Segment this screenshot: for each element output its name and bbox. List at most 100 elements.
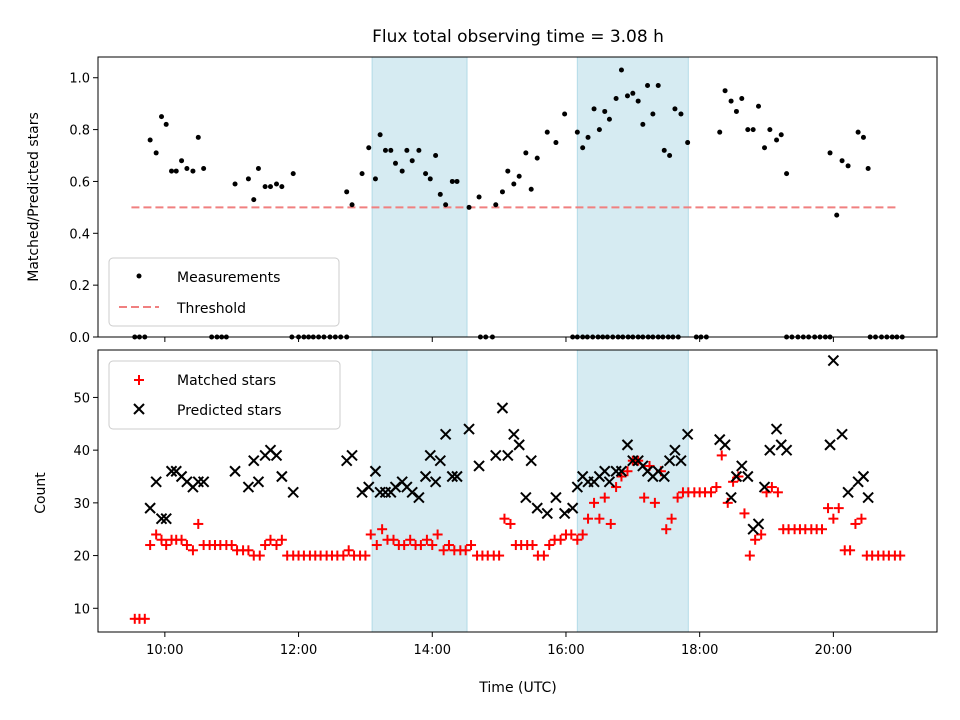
measurement-point: [505, 168, 511, 174]
predicted-star-point: [446, 470, 459, 483]
measurement-point: [377, 132, 383, 138]
predicted-star-point: [725, 491, 737, 504]
measurement-point: [685, 140, 691, 146]
bottom-legend: Matched stars Predicted stars: [108, 360, 341, 430]
measurement-point: [534, 155, 540, 161]
matched-star-point: [833, 503, 844, 514]
matched-star-point: [649, 497, 660, 508]
matched-star-point: [187, 545, 198, 556]
predicted-star-point: [621, 439, 634, 451]
predicted-star-point: [155, 512, 168, 525]
matched-star-point: [421, 534, 432, 545]
legend-label-matched: Matched stars: [177, 373, 276, 389]
predicted-star-point: [276, 470, 288, 483]
bottom-x-tick-label: 12:00: [280, 643, 317, 658]
matched-star-point: [139, 613, 150, 624]
predicted-star-point: [719, 439, 731, 451]
predicted-star-point: [496, 402, 509, 414]
measurement-point: [655, 83, 661, 89]
matched-star-point: [360, 550, 371, 561]
measurement-point: [349, 202, 355, 208]
predicted-star-point: [603, 476, 616, 488]
matched-star-point: [527, 540, 538, 551]
matched-star-point: [338, 550, 349, 561]
matched-star-point: [739, 508, 750, 519]
measurement-point: [466, 204, 472, 210]
predicted-star-point: [780, 444, 793, 456]
predicted-star-point: [490, 449, 502, 462]
measurement-point: [528, 186, 534, 192]
measurement-point: [618, 67, 624, 73]
matched-star-point: [766, 482, 777, 493]
bottom-legend-box: [108, 360, 341, 430]
predicted-star-point: [434, 454, 446, 467]
predicted-star-point: [842, 486, 854, 499]
predicted-star-point: [824, 439, 836, 451]
matched-star-point: [611, 482, 622, 493]
measurement-point: [449, 178, 455, 184]
predicted-star-point: [197, 476, 210, 488]
bottom-y-tick-label: 50: [73, 391, 90, 406]
measurement-point: [602, 108, 608, 114]
bottom-y-tick-label: 30: [73, 497, 90, 512]
bottom-x-ticks: 10:00 12:00 14:00 16:00 18:00 20:00: [146, 632, 852, 658]
matched-star-point: [555, 534, 566, 545]
matched-star-point: [405, 534, 416, 545]
measurement-point: [147, 137, 153, 143]
measurement-point: [562, 111, 568, 117]
matched-star-point: [817, 524, 828, 535]
measurement-point: [855, 129, 861, 135]
measurement-point: [179, 158, 185, 164]
legend-marker-matched: [134, 375, 144, 385]
matched-star-point: [276, 534, 287, 545]
observing-span-1: [371, 56, 468, 338]
measurement-point: [344, 189, 350, 195]
matched-star-point: [895, 550, 906, 561]
predicted-star-point: [566, 502, 579, 514]
predicted-star-point: [742, 470, 754, 483]
bottom-y-tick-label: 20: [73, 550, 90, 565]
measurement-point: [827, 150, 833, 156]
ratio-plot-panel: 0.0 0.2 0.4 0.6 0.8 1.0 Flux total observing …: [26, 27, 938, 346]
matched-star-point: [371, 540, 382, 551]
top-legend-box: [108, 257, 340, 327]
matched-star-point: [156, 534, 167, 545]
measurement-point: [201, 165, 207, 171]
predicted-star-point: [558, 507, 571, 520]
predicted-star-point: [508, 428, 520, 441]
matched-star-point: [706, 487, 717, 498]
matched-star-point: [427, 540, 438, 551]
measurement-point: [404, 147, 410, 153]
top-y-axis-label: Matched/Predicted stars: [26, 112, 42, 282]
measurement-point: [493, 202, 499, 208]
matched-star-point: [151, 529, 162, 540]
top-y-tick-label: 0.2: [69, 279, 90, 294]
measurement-point: [232, 181, 238, 187]
measurement-point: [845, 163, 851, 169]
matched-star-point: [716, 450, 727, 461]
measurement-point: [784, 171, 790, 177]
matched-star-point: [466, 540, 477, 551]
measurement-point: [437, 191, 443, 197]
bottom-y-ticks: 10 20 30 40 50: [73, 391, 98, 617]
measurement-point: [499, 189, 505, 195]
predicted-star-point: [160, 512, 172, 525]
predicted-star-point: [857, 470, 870, 483]
measurement-point: [624, 93, 630, 99]
matched-star-point: [599, 492, 610, 503]
matched-star-point: [572, 534, 583, 545]
predicted-star-point: [419, 470, 432, 483]
predicted-star-point: [424, 449, 436, 462]
measurement-point: [245, 176, 251, 182]
matched-star-point: [193, 518, 204, 529]
predicted-star-point: [229, 465, 241, 477]
measurement-point: [273, 181, 279, 187]
matched-star-point: [544, 540, 555, 551]
matched-star-point: [460, 545, 471, 556]
measurement-point: [645, 83, 651, 89]
measurement-point: [650, 111, 656, 117]
predicted-star-point: [752, 518, 765, 530]
predicted-star-point: [413, 491, 425, 504]
measurement-point: [372, 176, 378, 182]
matched-star-point: [443, 540, 454, 551]
